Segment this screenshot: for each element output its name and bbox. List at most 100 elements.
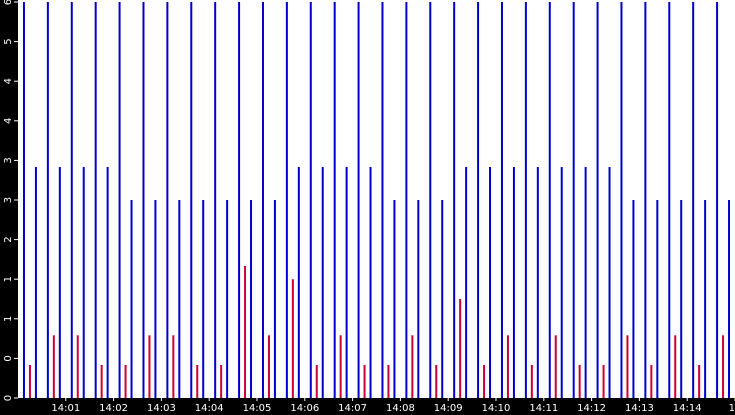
bar xyxy=(596,2,599,398)
bar xyxy=(716,2,719,398)
bar xyxy=(261,2,264,398)
y-axis-strip xyxy=(0,0,18,415)
bar xyxy=(244,266,247,398)
x-tick-label: 14:05 xyxy=(243,403,272,414)
bar xyxy=(291,279,294,398)
bar xyxy=(477,2,480,398)
y-tick-label: 4 xyxy=(3,118,14,124)
x-tick-label: 14:07 xyxy=(338,403,367,414)
bar xyxy=(82,167,85,398)
bar xyxy=(94,2,97,398)
bar xyxy=(704,200,707,398)
bar xyxy=(548,2,551,398)
bar xyxy=(226,200,229,398)
bar xyxy=(417,200,420,398)
bar xyxy=(512,167,515,398)
bar xyxy=(267,335,270,398)
bar xyxy=(28,365,31,398)
bar xyxy=(560,167,563,398)
bar xyxy=(650,365,653,398)
bar xyxy=(680,200,683,398)
y-tick-label: 0 xyxy=(3,355,14,361)
bar xyxy=(357,2,360,398)
bar xyxy=(459,299,462,398)
x-tick-label: 14:13 xyxy=(625,403,654,414)
x-tick-label: 14:04 xyxy=(195,403,224,414)
bar xyxy=(58,167,61,398)
x-tick-label: 14:03 xyxy=(147,403,176,414)
bar xyxy=(441,200,444,398)
bar xyxy=(106,167,109,398)
bar xyxy=(154,200,157,398)
bar xyxy=(506,335,509,398)
bar xyxy=(297,167,300,398)
x-tick-label: 14:09 xyxy=(434,403,463,414)
bar xyxy=(46,2,49,398)
bar xyxy=(166,2,169,398)
bar xyxy=(124,365,127,398)
x-axis-strip xyxy=(0,398,735,415)
bar xyxy=(530,365,533,398)
bar xyxy=(34,167,37,398)
bar xyxy=(554,335,557,398)
x-tick-label: 14:06 xyxy=(290,403,319,414)
bar xyxy=(411,335,414,398)
y-tick-label: 0 xyxy=(3,395,14,401)
bar xyxy=(644,2,647,398)
bar xyxy=(142,2,145,398)
bar xyxy=(202,200,205,398)
y-tick-label: 1 xyxy=(3,276,14,282)
x-tick-label: 14:08 xyxy=(386,403,415,414)
bar xyxy=(674,335,677,398)
bar xyxy=(668,2,671,398)
bar xyxy=(52,335,55,398)
x-tick-label: 14:10 xyxy=(482,403,511,414)
bar xyxy=(435,365,438,398)
x-tick-label: 14 xyxy=(729,403,735,414)
bar xyxy=(692,2,695,398)
bar xyxy=(453,2,456,398)
bar xyxy=(345,167,348,398)
x-tick-label: 14:11 xyxy=(529,403,558,414)
bar xyxy=(22,2,25,398)
bar xyxy=(100,365,103,398)
bar xyxy=(578,365,581,398)
bar xyxy=(309,2,312,398)
x-tick-label: 14:01 xyxy=(51,403,80,414)
bar xyxy=(321,167,324,398)
bar xyxy=(220,365,223,398)
x-tick-label: 14:12 xyxy=(577,403,606,414)
bar xyxy=(190,2,193,398)
bar xyxy=(608,167,611,398)
bar xyxy=(632,200,635,398)
bar xyxy=(698,365,701,398)
bar xyxy=(387,365,390,398)
bar xyxy=(315,365,318,398)
bar xyxy=(536,167,539,398)
bar xyxy=(620,2,623,398)
bar xyxy=(572,2,575,398)
x-tick-label: 14:02 xyxy=(99,403,128,414)
bar xyxy=(214,2,217,398)
y-tick-label: 4 xyxy=(3,78,14,84)
bar xyxy=(238,2,241,398)
bar xyxy=(483,365,486,398)
bar xyxy=(524,2,527,398)
bar xyxy=(130,200,133,398)
bar xyxy=(333,2,336,398)
bar xyxy=(429,2,432,398)
y-tick-label: 5 xyxy=(3,38,14,44)
bar xyxy=(339,335,342,398)
y-tick-label: 2 xyxy=(3,236,14,242)
bar xyxy=(465,167,468,398)
bar xyxy=(196,365,199,398)
bar xyxy=(722,335,725,398)
y-tick-label: 3 xyxy=(3,197,14,203)
y-tick-label: 1 xyxy=(3,316,14,322)
bar xyxy=(118,2,121,398)
bar xyxy=(405,2,408,398)
bar xyxy=(273,200,276,398)
bar xyxy=(602,365,605,398)
